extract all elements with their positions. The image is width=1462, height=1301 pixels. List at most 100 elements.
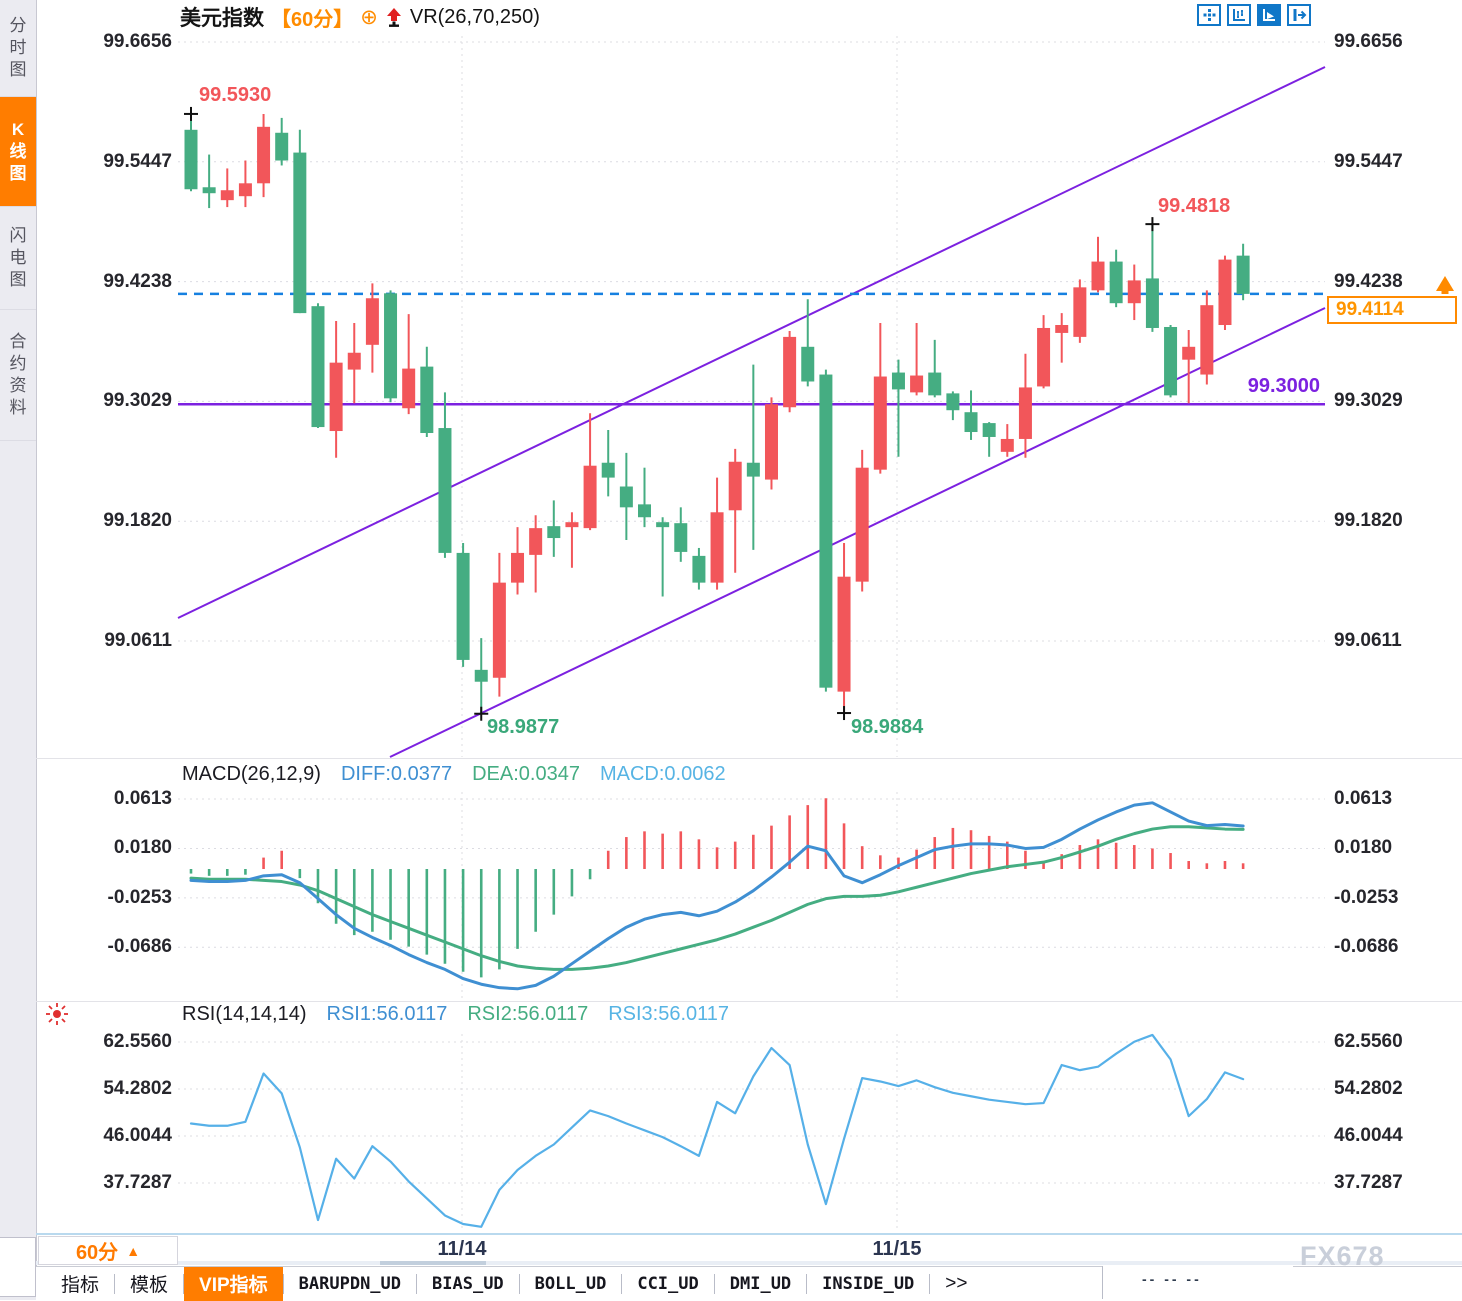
chart-mode-icon[interactable]: [1257, 4, 1281, 26]
period-tag[interactable]: 【60分】: [271, 8, 354, 31]
rsi-axis-label: 37.7287: [103, 1171, 172, 1193]
y-axis-label: 99.5447: [103, 150, 172, 172]
panel-divider: [36, 1233, 1462, 1235]
macd-name[interactable]: MACD(26,12,9): [182, 763, 321, 785]
indicator-tab[interactable]: VIP指标: [184, 1266, 283, 1301]
macd-header: MACD(26,12,9) DIFF:0.0377 DEA:0.0347 MAC…: [182, 763, 726, 786]
indicator-tab[interactable]: 模板: [130, 1275, 169, 1296]
x-axis-date-label: 11/14: [437, 1238, 487, 1260]
panel-divider: [36, 1001, 1462, 1002]
detach-icon[interactable]: [1287, 4, 1311, 26]
y-axis-label: 99.4238: [1334, 270, 1403, 292]
current-price-value: 99.4114: [1336, 299, 1404, 320]
indicator-tab[interactable]: BIAS_UD: [432, 1273, 504, 1294]
rsi-axis-label: 37.7287: [1334, 1171, 1403, 1193]
sidebar-tab-3[interactable]: 闪电图: [0, 207, 36, 310]
y-axis-label: 99.0611: [104, 629, 172, 651]
indicator-tab[interactable]: BOLL_UD: [534, 1273, 607, 1294]
gridlines: [178, 36, 1325, 1232]
chart-title-row: 美元指数 【60分】 ⊕ VR(26,70,250): [180, 4, 540, 31]
scrollbar-thumb[interactable]: [380, 1261, 486, 1265]
indicator-tab[interactable]: >>: [945, 1272, 968, 1294]
macd-axis-label: -0.0686: [1334, 936, 1399, 958]
indicator-tab[interactable]: CCI_UD: [637, 1273, 699, 1294]
y-axis-label: 99.1820: [103, 510, 172, 532]
rsi-axis-label: 54.2802: [1334, 1077, 1403, 1099]
macd-dea-line: [189, 825, 1245, 971]
price-alert-icon: [385, 7, 403, 28]
y-axis-label: 99.6656: [103, 31, 172, 52]
trend-lines: [177, 66, 1326, 758]
y-axis-label: 99.0611: [1334, 629, 1402, 651]
macd-axis-label: -0.0253: [107, 886, 172, 908]
pan-icon[interactable]: [1197, 4, 1221, 26]
tab-separator: [183, 1273, 185, 1294]
tab-separator: [416, 1273, 418, 1294]
scrollbar-track[interactable]: [36, 1261, 1462, 1265]
rsi2-value: RSI2:56.0117: [467, 1003, 589, 1025]
overlay-indicator-label[interactable]: VR(26,70,250): [409, 5, 540, 28]
tab-separator: [518, 1273, 520, 1294]
rsi1-value: RSI1:56.0117: [326, 1003, 448, 1025]
macd-axis-label: 0.0613: [113, 788, 172, 810]
y-axis-label: 99.3029: [1334, 390, 1403, 412]
macd-diff-value: DIFF:0.0377: [340, 763, 453, 785]
extreme-markers: [184, 106, 1160, 721]
sidebar-tab-1[interactable]: 分时图: [0, 0, 36, 97]
indicator-tab[interactable]: INSIDE_UD: [822, 1273, 915, 1294]
tab-separator: [806, 1273, 808, 1294]
rsi-axis-label: 62.5560: [103, 1031, 172, 1052]
axis-zoom-icon[interactable]: [1227, 4, 1251, 26]
macd-macd-value: MACD:0.0062: [599, 763, 726, 785]
triangle-up-icon: ▲: [126, 1242, 141, 1259]
tab-separator: [713, 1273, 715, 1294]
x-axis-date-label: 11/15: [872, 1238, 922, 1260]
tab-separator: [929, 1273, 931, 1294]
current-price-box[interactable]: 99.4114: [1327, 296, 1457, 324]
alarm-icon[interactable]: [44, 1001, 70, 1027]
period-selector-label: 60分: [75, 1242, 119, 1264]
rsi-line: [189, 1033, 1245, 1228]
macd-axis-label: -0.0253: [1334, 886, 1399, 908]
y-axis-label: 99.1820: [1334, 510, 1403, 532]
macd-dea-value: DEA:0.0347: [472, 763, 580, 785]
period-selector[interactable]: 60分 ▲: [38, 1236, 178, 1265]
sidebar-tab-4[interactable]: 合约资料: [0, 310, 36, 441]
macd-axis-label: -0.0686: [107, 936, 172, 958]
indicator-tab[interactable]: BARUPDN_UD: [298, 1273, 402, 1294]
tab-separator: [282, 1273, 284, 1294]
rsi-axis-label: 46.0044: [103, 1124, 172, 1146]
rsi-axis-label: 46.0044: [1334, 1124, 1403, 1146]
y-axis-label: 99.5447: [1334, 150, 1403, 172]
indicator-tab[interactable]: DMI_UD: [729, 1273, 792, 1294]
macd-diff-line: [189, 801, 1245, 991]
y-axis-label: 99.3029: [103, 390, 172, 412]
rsi-header: RSI(14,14,14) RSI1:56.0117 RSI2:56.0117 …: [182, 1003, 729, 1026]
sidebar-bottom-box: [0, 1237, 36, 1297]
support-line-label: 99.3000: [1247, 375, 1320, 397]
panel-divider: [36, 758, 1462, 759]
y-axis-label: 99.4238: [103, 270, 172, 292]
rsi3-value: RSI3:56.0117: [608, 1003, 730, 1025]
footer-right-panel: [1102, 1266, 1293, 1299]
indicator-tab[interactable]: 指标: [61, 1275, 100, 1296]
low-price-label: 98.9877: [487, 716, 560, 738]
swing-high-label: 99.4818: [1158, 195, 1231, 217]
swing-low-label: 98.9884: [851, 716, 924, 738]
add-overlay-icon[interactable]: ⊕: [360, 5, 378, 29]
watermark: FX678: [1300, 1241, 1385, 1271]
high-price-label: 99.5930: [199, 84, 272, 106]
tab-separator: [114, 1273, 116, 1294]
rsi-axis-label: 54.2802: [103, 1077, 172, 1099]
chart-toolbar: [1197, 4, 1311, 26]
macd-axis-label: 0.0180: [1334, 837, 1393, 859]
rsi-name[interactable]: RSI(14,14,14): [182, 1003, 307, 1025]
macd-histogram: [189, 798, 1245, 978]
instrument-title: 美元指数: [180, 7, 264, 30]
macd-axis-label: 0.0613: [1334, 788, 1393, 810]
price-arrow-marker: [1436, 276, 1454, 294]
y-axis-label: 99.6656: [1334, 31, 1403, 52]
